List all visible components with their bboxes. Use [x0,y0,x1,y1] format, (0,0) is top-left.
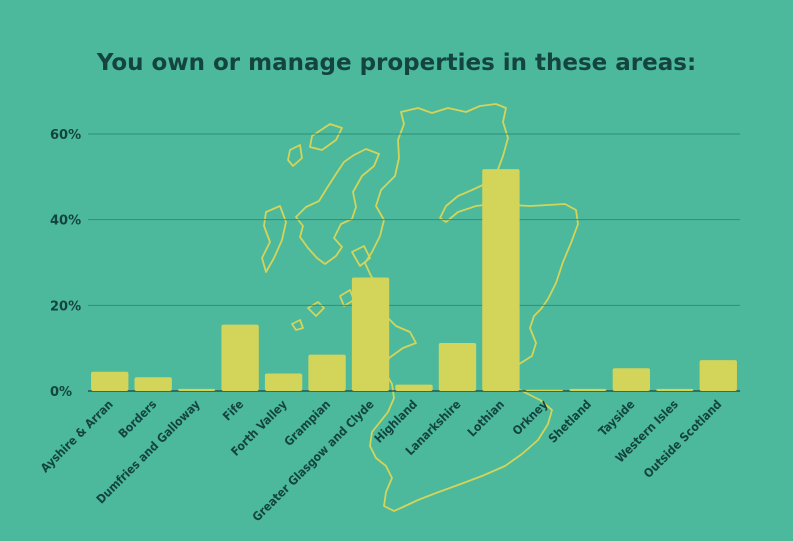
bar [177,388,216,391]
x-category-label: Lothian [465,397,507,439]
bar [656,388,694,391]
chart-title: You own or manage properties in these ar… [96,50,697,76]
x-category-label: Fife [220,397,246,423]
y-tick-label: 60% [50,128,81,143]
x-category-label: Orkney [510,397,551,438]
bar [308,354,346,391]
y-tick-label: 20% [50,299,81,314]
bar [264,373,303,391]
bar [351,277,390,391]
bar [569,388,607,391]
x-category-label: Ayshire & Arran [38,397,116,475]
bar [91,371,129,391]
bar [134,377,172,391]
x-category-label: Tayside [596,397,638,439]
gridlines [88,133,740,392]
bar [699,360,737,391]
y-tick-label: 40% [50,214,81,229]
bar [395,384,433,391]
x-category-label: Shetland [546,397,594,445]
bar [525,389,564,391]
bars [91,169,737,391]
y-tick-label: 0% [50,385,72,400]
bar [482,169,520,391]
x-category-label: Borders [116,397,160,441]
y-axis-ticks: 0% 20% 40% 60% [50,128,81,400]
x-category-label: Outside Scotland [641,397,725,481]
bar [221,324,259,391]
bar [612,368,651,391]
bar [438,343,477,391]
